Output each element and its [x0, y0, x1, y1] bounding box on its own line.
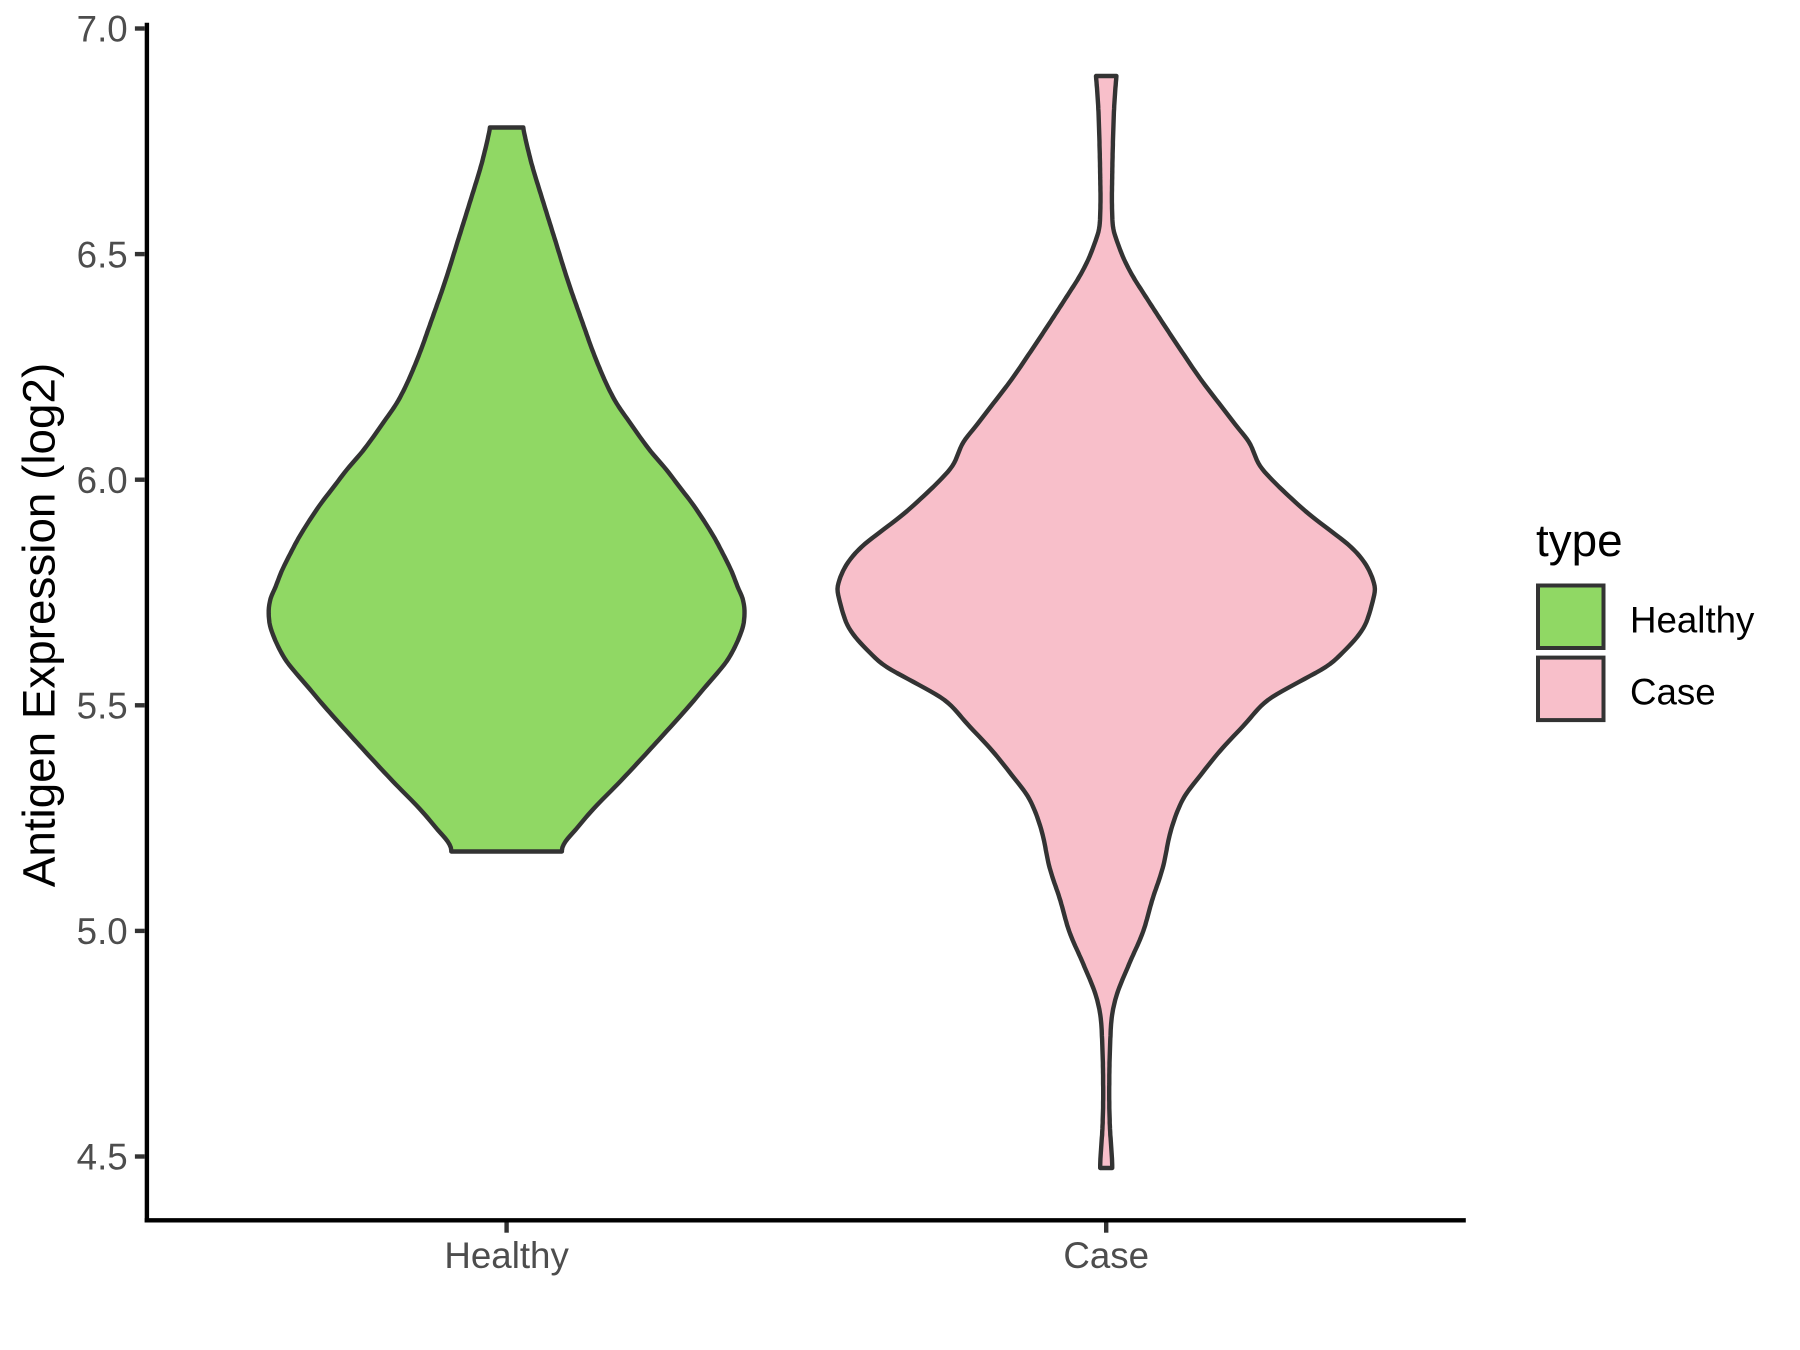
svg-text:6.0: 6.0 [77, 460, 128, 501]
svg-text:Healthy: Healthy [1630, 600, 1755, 641]
svg-text:4.5: 4.5 [77, 1137, 128, 1178]
svg-text:Case: Case [1063, 1235, 1149, 1276]
svg-text:5.0: 5.0 [77, 911, 128, 952]
svg-text:Case: Case [1630, 672, 1716, 713]
svg-text:type: type [1536, 515, 1623, 566]
svg-text:5.5: 5.5 [77, 686, 128, 727]
svg-text:Antigen Expression (log2): Antigen Expression (log2) [14, 363, 65, 887]
svg-text:6.5: 6.5 [77, 234, 128, 275]
svg-text:Healthy: Healthy [444, 1235, 569, 1276]
svg-text:7.0: 7.0 [77, 9, 128, 50]
